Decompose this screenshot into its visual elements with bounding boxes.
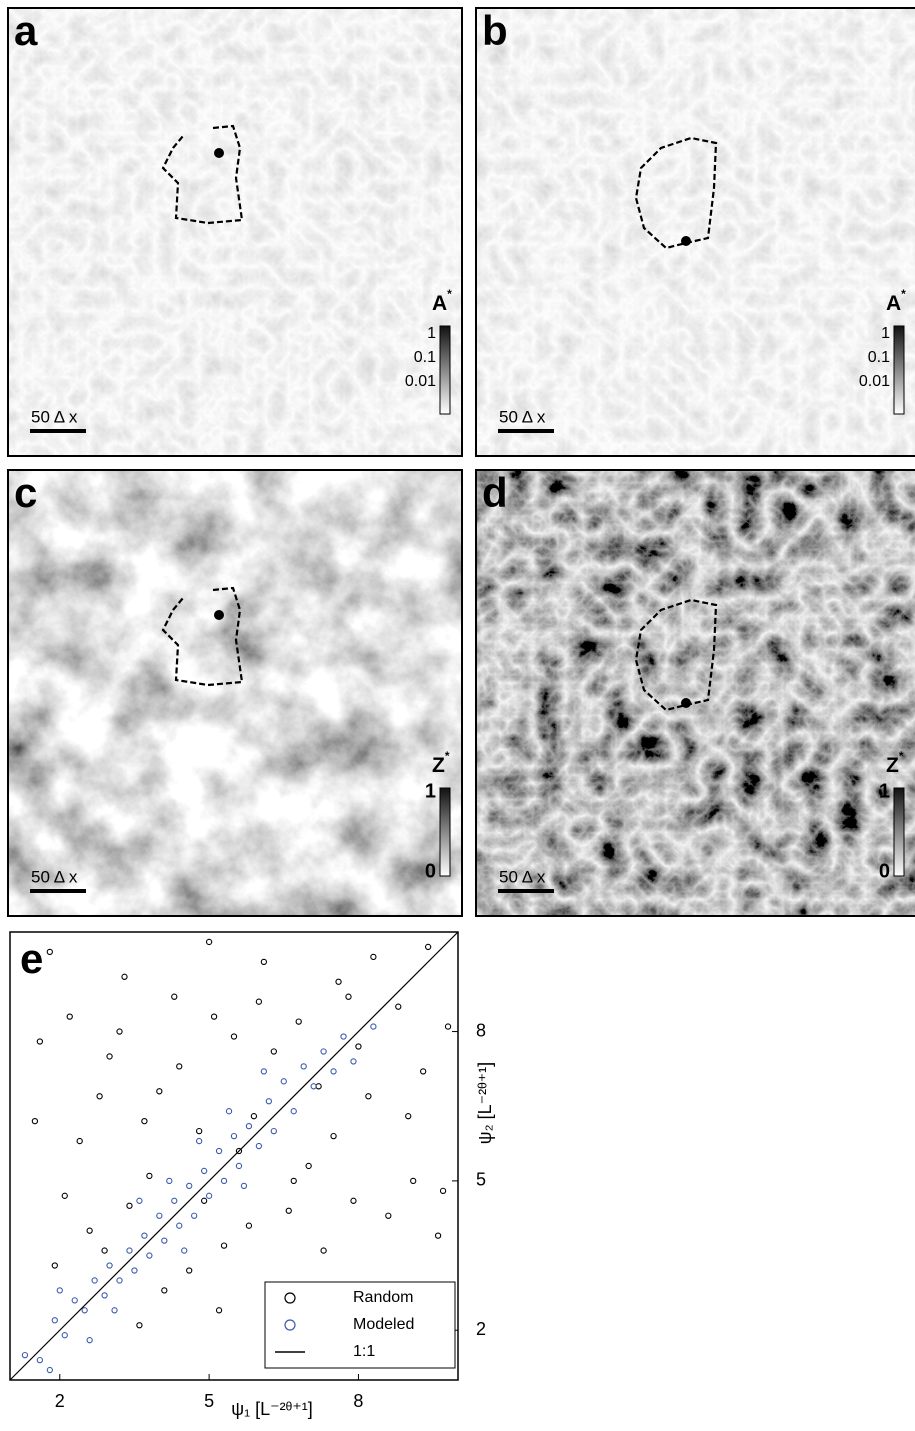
- panel-label: c: [14, 469, 37, 516]
- scale-bar-label: 50 Δ x: [31, 867, 78, 886]
- colorbar-tick-label: 0.01: [859, 373, 890, 390]
- colorbar-title-sup: *: [901, 287, 906, 301]
- colorbar-tick-label: 1: [427, 325, 436, 342]
- colorbar-tick-label: 0.1: [414, 349, 436, 366]
- y-tick-label: 8: [476, 1020, 486, 1040]
- x-tick-label: 8: [353, 1391, 363, 1411]
- panel-label: e: [20, 935, 43, 982]
- colorbar-tick-label: 1: [881, 325, 890, 342]
- outlet-dot: [214, 610, 224, 620]
- map-image: [8, 8, 462, 456]
- scale-bar-label: 50 Δ x: [31, 407, 78, 426]
- panel-label: d: [482, 469, 508, 516]
- colorbar-title-text: Z: [432, 754, 445, 777]
- map-panel: d 50 Δ x Z* 1 0: [476, 469, 915, 916]
- scale-bar-label: 50 Δ x: [499, 867, 546, 886]
- legend-label: Modeled: [353, 1316, 414, 1333]
- x-tick-label: 2: [55, 1391, 65, 1411]
- scale-bar-label: 50 Δ x: [499, 407, 546, 426]
- outlet-dot: [214, 148, 224, 158]
- map-image: [8, 470, 462, 916]
- colorbar-tick-label: 1: [879, 780, 890, 802]
- colorbar-title-sup: *: [445, 749, 450, 763]
- y-tick-label: 5: [476, 1170, 486, 1190]
- colorbar-title-text: Z: [886, 754, 899, 777]
- scale-bar: [498, 889, 554, 893]
- outlet-dot: [681, 236, 691, 246]
- map-image: [476, 8, 915, 456]
- colorbar-tick-label: 0.01: [405, 373, 436, 390]
- map-image: [476, 470, 915, 916]
- y-tick-label: 2: [476, 1319, 486, 1339]
- scale-bar: [30, 889, 86, 893]
- map-panel: c 50 Δ x Z* 1 0: [8, 469, 462, 916]
- colorbar: [894, 788, 904, 876]
- panel-label: a: [14, 7, 38, 54]
- colorbar-title-text: A: [432, 292, 447, 315]
- map-panel: a 50 Δ x A* 1 0.1 0.01: [8, 7, 462, 456]
- colorbar: [894, 326, 904, 414]
- legend-label: 1:1: [353, 1343, 375, 1360]
- scale-bar: [30, 429, 86, 433]
- figure: a50 Δ xA*10.10.01b50 Δ xA*10.10.01c50 Δ …: [0, 0, 915, 1426]
- colorbar: [440, 326, 450, 414]
- outlet-dot: [681, 698, 691, 708]
- colorbar-tick-label: 0: [879, 860, 890, 882]
- colorbar-title-sup: *: [899, 749, 904, 763]
- y-axis-label: ψ₂ [L⁻²ᶿ⁺¹]: [475, 1062, 495, 1144]
- legend-label: Random: [353, 1289, 413, 1306]
- colorbar-tick-label: 0.1: [868, 349, 890, 366]
- x-tick-label: 5: [204, 1391, 214, 1411]
- panel-label: b: [482, 7, 508, 54]
- map-panel: b 50 Δ x A* 1 0.1 0.01: [476, 7, 915, 456]
- colorbar-tick-label: 0: [425, 860, 436, 882]
- x-axis-label: ψ₁ [L⁻²ᶿ⁺¹]: [231, 1399, 312, 1419]
- colorbar-title-sup: *: [447, 287, 452, 301]
- colorbar-tick-label: 1: [425, 780, 436, 802]
- colorbar: [440, 788, 450, 876]
- colorbar-title-text: A: [886, 292, 901, 315]
- scale-bar: [498, 429, 554, 433]
